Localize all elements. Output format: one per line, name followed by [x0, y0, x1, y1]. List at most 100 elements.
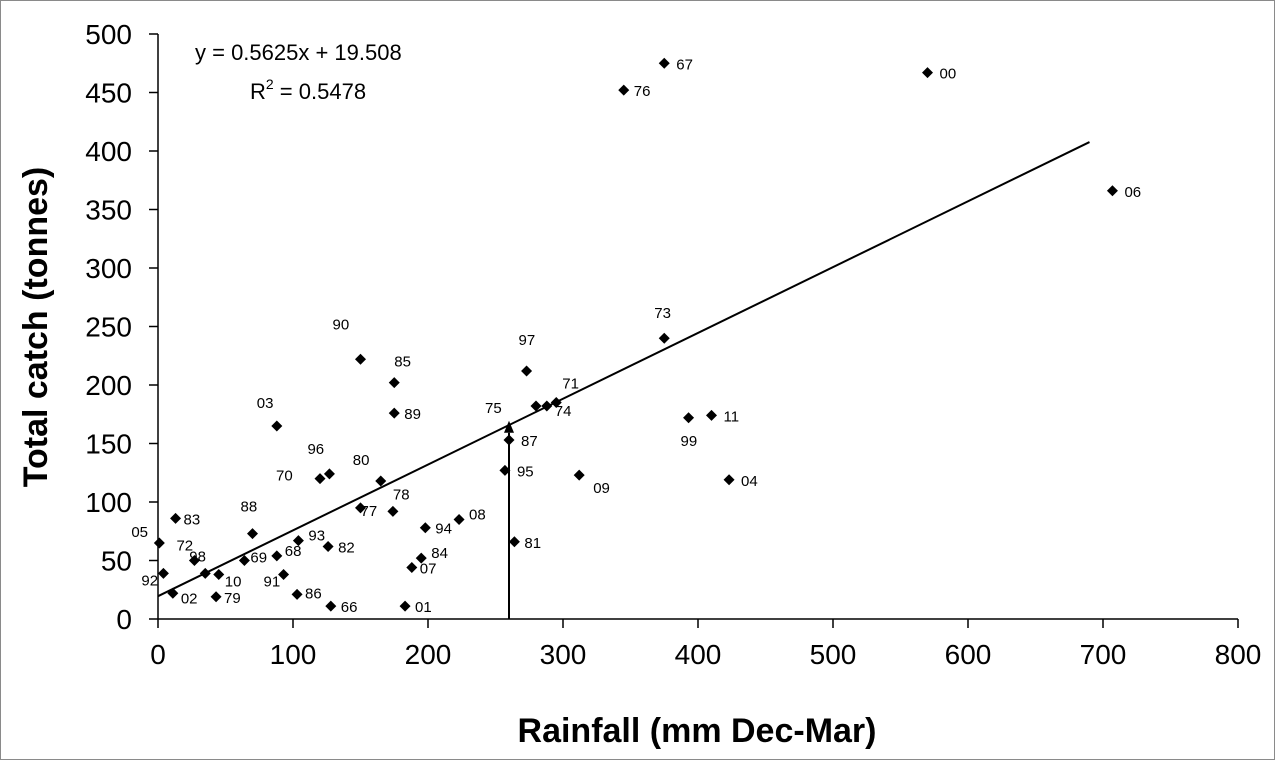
data-point-label: 86	[305, 585, 322, 602]
data-point-label: 81	[524, 535, 541, 552]
data-point	[550, 397, 562, 409]
data-point	[683, 412, 695, 424]
y-tick-label: 100	[85, 487, 132, 518]
data-point-label: 97	[519, 332, 536, 349]
data-point	[706, 409, 717, 421]
data-point-label: 76	[634, 83, 651, 100]
x-tick-label: 600	[945, 639, 992, 670]
data-point-label: 89	[404, 406, 421, 423]
data-point-label: 79	[224, 590, 241, 607]
y-tick-label: 50	[101, 546, 132, 577]
data-point-label: 78	[393, 486, 410, 503]
data-point	[157, 567, 169, 579]
data-point-label: 10	[225, 574, 242, 591]
data-point	[415, 552, 427, 564]
data-point	[453, 514, 465, 526]
data-point	[658, 57, 670, 69]
data-point	[210, 591, 222, 603]
x-tick-label: 0	[150, 639, 166, 670]
data-point	[618, 84, 630, 96]
data-point-label: 67	[676, 56, 693, 73]
data-point	[419, 522, 431, 534]
data-point-label: 96	[307, 441, 324, 458]
regression-line	[157, 141, 1090, 598]
data-point-label: 11	[724, 408, 740, 425]
y-tick-label: 400	[85, 136, 132, 167]
regression-equation: y = 0.5625x + 19.508	[195, 40, 402, 65]
data-point	[406, 562, 418, 574]
data-point-label: 05	[131, 524, 148, 541]
data-point	[399, 600, 411, 612]
data-point	[355, 353, 366, 365]
data-point-label: 70	[276, 468, 293, 485]
y-tick-label: 250	[85, 312, 132, 343]
data-point	[508, 536, 520, 548]
data-point-label: 00	[940, 66, 957, 83]
x-tick-label: 200	[405, 639, 452, 670]
data-point-label: 04	[741, 473, 758, 490]
y-tick-label: 0	[116, 604, 132, 635]
y-tick-label: 500	[85, 19, 132, 50]
r-squared: R2 = 0.5478	[250, 76, 366, 104]
x-tick-label: 500	[810, 639, 857, 670]
data-point	[247, 528, 258, 540]
y-tick-label: 300	[85, 253, 132, 284]
data-point	[322, 540, 334, 552]
data-point-label: 02	[181, 590, 198, 607]
data-point-label: 94	[435, 521, 452, 538]
data-point	[541, 400, 553, 412]
data-point	[153, 537, 165, 549]
data-point-label: 07	[420, 561, 437, 578]
data-point	[271, 550, 283, 562]
data-point	[170, 512, 182, 524]
data-point-label: 90	[333, 316, 350, 333]
data-point	[291, 588, 303, 600]
y-tick-label: 200	[85, 370, 132, 401]
data-point	[323, 468, 335, 480]
data-point	[658, 332, 670, 344]
data-point-label: 08	[469, 507, 486, 524]
data-point-label: 82	[338, 539, 355, 556]
point-labels: 67 00 76 06 73 90 97 85 71 74 89 11 99 03 87 95 96 09 70 04…	[131, 56, 1141, 616]
x-tick-label: 300	[540, 639, 587, 670]
data-point	[387, 505, 399, 517]
trendline: 75	[157, 141, 1090, 619]
data-point-label: 99	[681, 433, 698, 450]
data-point	[167, 587, 179, 599]
data-point	[314, 473, 326, 485]
data-point-label: 72	[176, 538, 193, 555]
data-point	[199, 567, 211, 579]
data-point-label: 06	[1124, 184, 1141, 201]
marker-arrowhead	[504, 420, 514, 433]
x-tick-label: 100	[270, 639, 317, 670]
data-point-label: 88	[241, 499, 258, 516]
data-point	[292, 535, 304, 547]
data-point	[213, 569, 225, 581]
data-point	[922, 67, 933, 79]
r-squared-prefix: R	[250, 79, 266, 104]
data-point-label: 66	[341, 599, 358, 616]
data-point-label: 80	[353, 452, 370, 469]
data-point	[573, 469, 585, 481]
data-point	[521, 365, 533, 377]
data-point	[1106, 185, 1118, 197]
data-point-label: 69	[250, 550, 267, 567]
data-point	[388, 377, 400, 389]
data-point	[723, 474, 735, 486]
data-point	[271, 420, 283, 432]
data-point-label: 01	[415, 599, 432, 616]
data-point	[355, 502, 366, 514]
x-axis-title: Rainfall (mm Dec-Mar)	[518, 712, 877, 750]
data-point-label: 91	[264, 574, 281, 591]
data-point	[388, 407, 400, 419]
data-point	[375, 475, 387, 487]
data-point-label: 83	[184, 511, 201, 528]
data-point	[530, 400, 542, 412]
data-point-label: 71	[562, 376, 579, 393]
y-tick-label: 150	[85, 429, 132, 460]
data-point-label: 95	[517, 463, 534, 480]
data-point-label: 85	[394, 354, 411, 371]
marker-label: 75	[485, 400, 502, 417]
